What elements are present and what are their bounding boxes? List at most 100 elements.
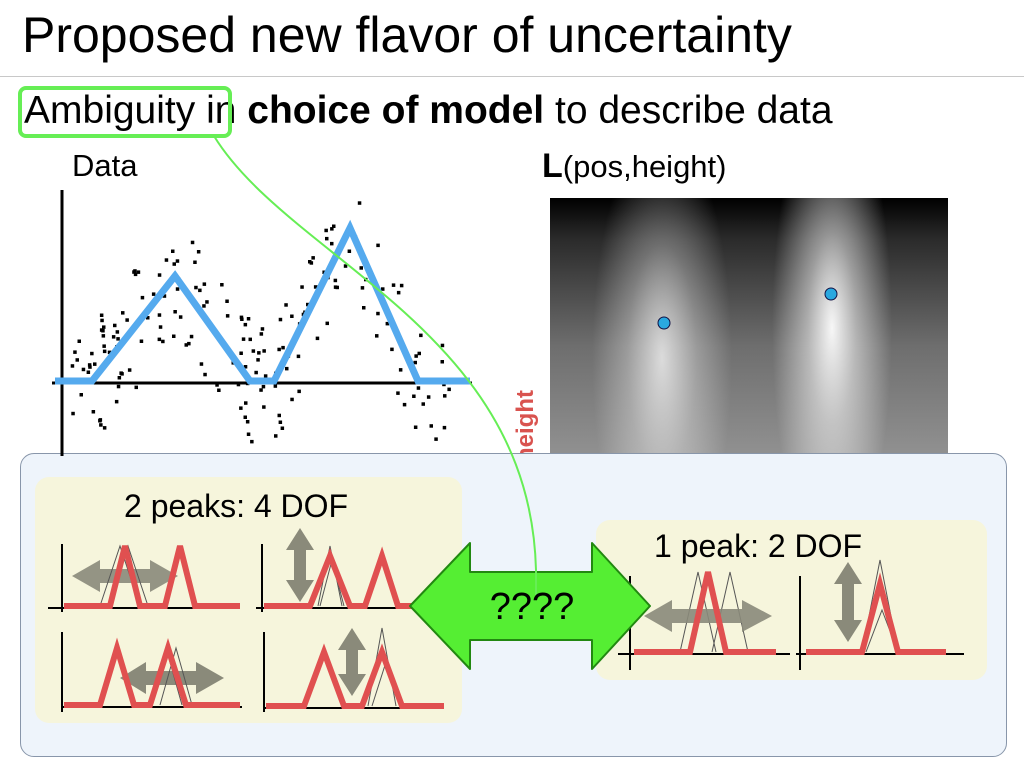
data-point <box>277 413 281 418</box>
data-point <box>70 364 75 368</box>
data-point <box>311 256 315 260</box>
data-point <box>243 415 247 419</box>
data-point <box>442 425 447 430</box>
mini-plot-peak1-height <box>256 528 418 612</box>
data-point <box>333 278 338 283</box>
data-point <box>402 402 407 407</box>
data-point <box>100 318 104 323</box>
data-point <box>246 317 251 321</box>
data-point <box>330 227 334 231</box>
ambiguity-highlight-box <box>18 86 232 138</box>
data-point <box>151 292 156 296</box>
data-point <box>116 384 121 389</box>
data-point <box>140 295 145 300</box>
data-point <box>102 426 107 430</box>
data-point <box>111 335 116 339</box>
data-point <box>250 439 254 444</box>
data-point <box>134 385 138 390</box>
data-point <box>189 334 194 339</box>
data-point <box>254 370 258 375</box>
data-point <box>343 264 348 268</box>
data-point <box>412 394 416 398</box>
data-point <box>198 288 202 293</box>
data-point <box>239 315 244 320</box>
data-point <box>90 351 94 356</box>
data-point <box>280 426 285 430</box>
data-plot-label: Data <box>72 148 138 183</box>
data-point <box>102 349 107 354</box>
one-peak-mini-plots <box>618 559 964 670</box>
data-point <box>330 241 334 246</box>
data-point <box>99 423 103 427</box>
data-point <box>115 330 120 334</box>
data-point <box>376 243 380 248</box>
data-point <box>443 394 447 398</box>
subtitle-choice-of-model: choice of model <box>247 89 545 132</box>
mini-plot-single-peak-height <box>796 559 964 670</box>
data-point <box>390 347 394 352</box>
data-point <box>225 314 230 318</box>
data-point <box>396 391 400 395</box>
horizontal-shift-arrow <box>644 600 772 632</box>
title-divider <box>0 76 1024 77</box>
two-peak-model-curve <box>55 219 470 385</box>
data-point <box>239 406 243 410</box>
data-point <box>385 321 390 326</box>
data-point <box>133 272 138 277</box>
data-point <box>362 306 366 310</box>
data-point <box>98 419 102 423</box>
data-point <box>73 350 77 354</box>
data-point <box>297 389 301 394</box>
data-point <box>381 287 385 291</box>
data-point <box>273 384 278 388</box>
data-point <box>259 388 263 392</box>
data-point <box>414 354 418 358</box>
data-point <box>139 339 144 343</box>
data-point <box>136 270 141 274</box>
data-point <box>324 228 328 233</box>
data-point <box>173 310 177 314</box>
data-point <box>215 383 219 387</box>
data-point <box>88 365 92 369</box>
data-point <box>117 376 122 380</box>
data-point <box>396 290 401 295</box>
data-point <box>360 286 365 290</box>
data-point <box>125 318 129 322</box>
data-point <box>161 339 165 344</box>
data-point <box>127 368 132 372</box>
horizontal-shift-arrow <box>120 662 224 694</box>
data-point <box>79 393 83 397</box>
data-point <box>175 259 180 263</box>
data-point <box>413 425 418 429</box>
data-point <box>417 351 421 356</box>
data-point <box>434 437 438 441</box>
data-point <box>359 266 363 270</box>
vertical-shift-arrow <box>834 562 862 642</box>
data-point <box>146 316 150 320</box>
data-point <box>306 302 310 307</box>
data-point <box>203 372 207 377</box>
likelihood-peak-marker-1 <box>657 316 671 330</box>
data-point <box>278 420 283 424</box>
data-point <box>175 287 180 291</box>
data-point <box>202 304 206 308</box>
data-point <box>171 249 175 253</box>
data-point <box>116 337 120 341</box>
data-point <box>440 360 444 364</box>
data-point <box>248 337 252 342</box>
data-point <box>107 350 112 355</box>
data-point <box>193 260 197 264</box>
data-point <box>257 351 261 355</box>
data-point <box>300 285 304 289</box>
slide-subtitle: Ambiguity in choice of model to describe… <box>24 88 833 134</box>
data-point <box>308 260 312 264</box>
data-point <box>199 362 204 366</box>
data-point <box>187 341 191 346</box>
one-peak-dof-label: 1 peak: 2 DOF <box>654 528 863 564</box>
vertical-shift-arrow <box>338 628 366 696</box>
data-point <box>91 410 96 414</box>
likelihood-peak-marker-2 <box>824 287 838 301</box>
data-point <box>202 282 207 286</box>
data-point <box>240 317 244 321</box>
